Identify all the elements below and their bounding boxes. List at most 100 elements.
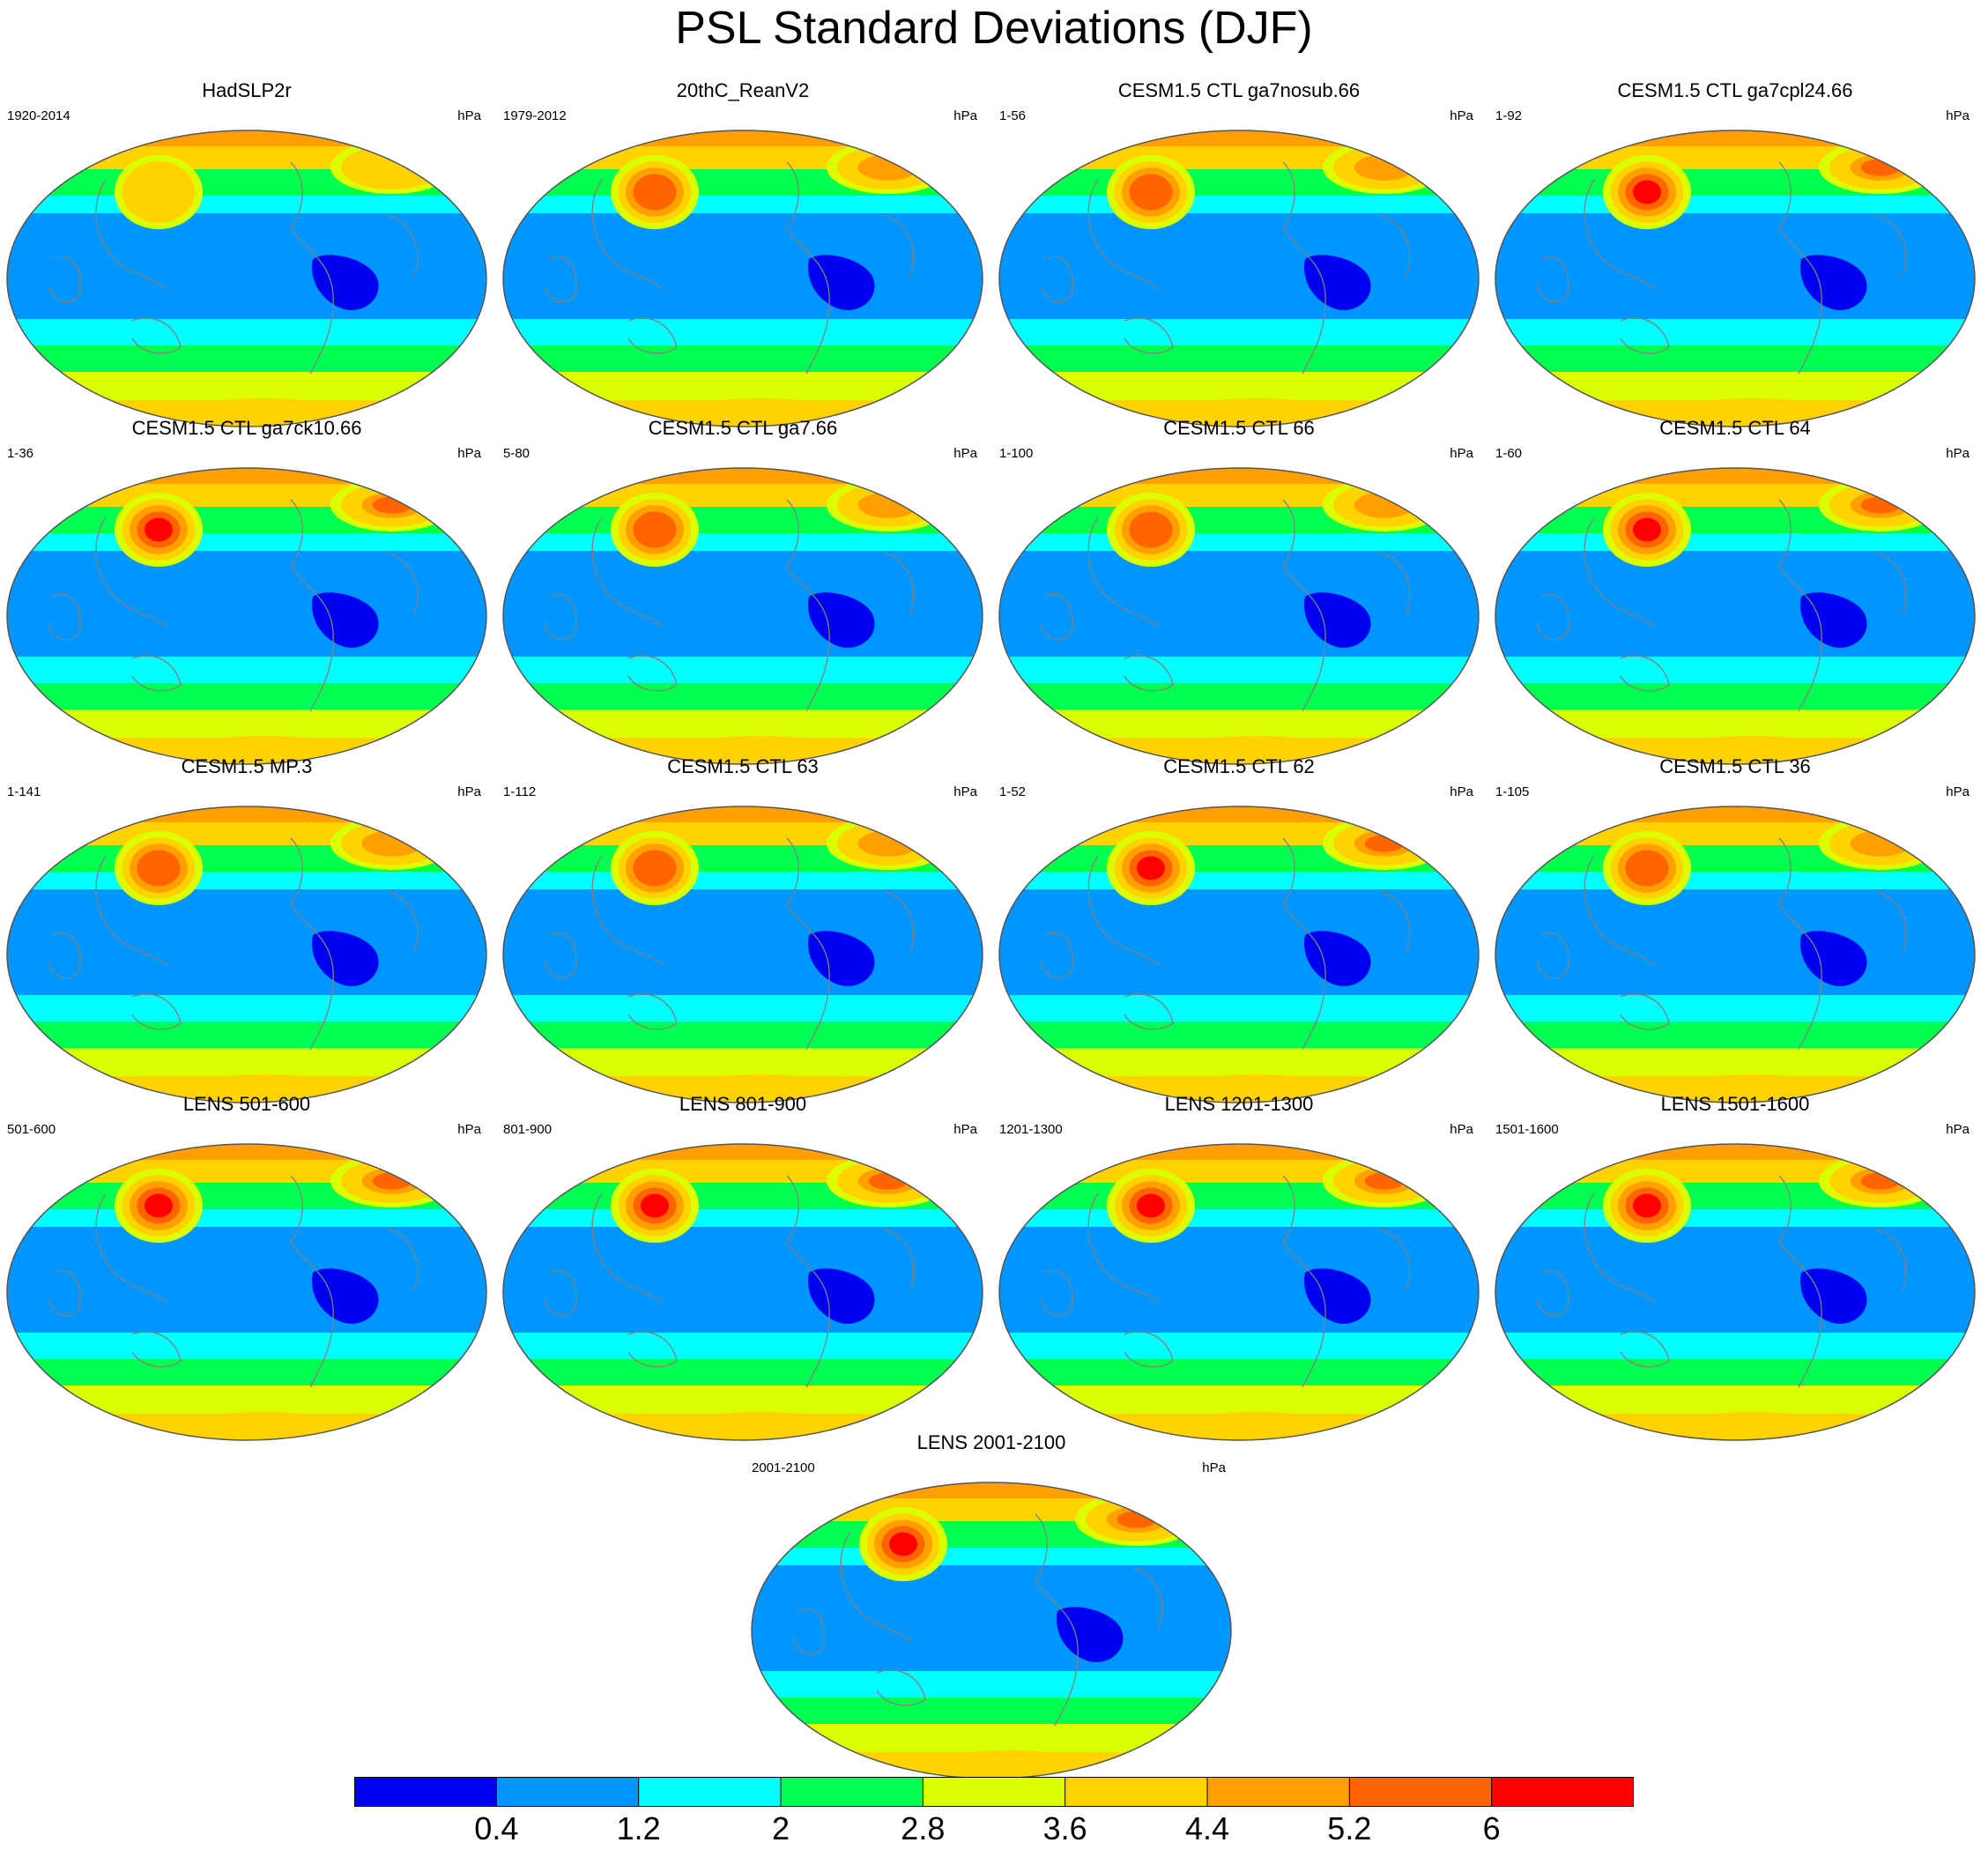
sd-band (503, 657, 983, 683)
coastlines (1536, 161, 1907, 375)
sd-band (752, 1698, 1231, 1724)
panel-period: 1-112 (503, 784, 537, 799)
coastline (786, 837, 830, 1051)
map-outline (1495, 1143, 1976, 1441)
coastline (1875, 1228, 1907, 1291)
colorbar-tick-label: 1.2 (616, 1810, 661, 1846)
panel-period: 1-36 (7, 446, 34, 461)
map-outline (1495, 806, 1976, 1103)
coastline (591, 1192, 664, 1304)
coastlines (1040, 837, 1411, 1051)
coastline (1584, 855, 1657, 967)
map-panel: CESM1.5 CTL 64 1-60 hPa (1488, 417, 1982, 769)
sd-band (1495, 551, 1975, 657)
sd-band (1495, 196, 1975, 213)
coastline (1536, 932, 1569, 979)
low-sd-region (1304, 255, 1371, 310)
low-sd-region (312, 255, 379, 310)
colorbar-swatch (638, 1777, 782, 1807)
coastline (387, 890, 419, 954)
coastline (1379, 890, 1411, 954)
coastline (786, 499, 830, 712)
map-outline (6, 467, 487, 765)
coastline (786, 161, 830, 375)
coastline (883, 214, 915, 278)
low-sd-region (312, 592, 379, 648)
coastline (95, 179, 168, 291)
map-panel: CESM1.5 CTL ga7.66 5-80 hPa (496, 417, 990, 769)
coastline (544, 1269, 577, 1317)
sd-band (999, 889, 1479, 995)
panel-units: hPa (457, 108, 481, 123)
coastline (1035, 1513, 1079, 1727)
colorbar-swatch (496, 1777, 640, 1807)
map-field (6, 1143, 487, 1441)
sd-band (1495, 683, 1975, 710)
sd-band (1495, 710, 1975, 738)
southern-ocean-contour (1177, 1412, 1336, 1437)
coastline (1282, 161, 1326, 375)
southern-ocean-contour (185, 1074, 344, 1099)
map-outline (998, 467, 1480, 765)
panel-title: LENS 501-600 (182, 1093, 311, 1115)
sd-band (503, 822, 983, 845)
colorbar-tick-label: 4.4 (1184, 1810, 1230, 1846)
pacific-maximum-contour (633, 850, 677, 887)
pacific-maximum-contour (1129, 174, 1173, 211)
map-outline (998, 130, 1480, 427)
map-field (502, 806, 983, 1103)
atlantic-maximum-contour (857, 154, 919, 181)
colorbar-tick-label: 0.4 (474, 1810, 519, 1846)
southern-ocean-contour (185, 398, 344, 423)
panel-title: CESM1.5 CTL 66 (1163, 417, 1315, 439)
sd-band (7, 533, 486, 551)
sd-band (999, 657, 1479, 683)
map-outline (6, 130, 487, 427)
map-panel: 20thC_ReanV2 1979-2012 hPa (496, 79, 990, 432)
panel-title: CESM1.5 CTL 63 (667, 755, 819, 777)
pacific-maximum-contour (1633, 180, 1661, 204)
sd-band (999, 372, 1479, 400)
sd-band (7, 1160, 486, 1183)
map-panel: LENS 1501-1600 1501-1600 hPa (1488, 1093, 1982, 1445)
coastline (387, 552, 419, 615)
map-panel: HadSLP2r 1920-2014 hPa (0, 79, 493, 432)
southern-ocean-contour (1673, 1074, 1832, 1099)
map-field (1495, 467, 1976, 765)
pacific-maximum-contour (633, 174, 677, 211)
map-outline (502, 1143, 983, 1441)
coastlines (1040, 499, 1411, 712)
panel-period: 1920-2014 (7, 108, 70, 123)
pacific-maximum-contour (137, 850, 181, 887)
colorbar-swatch (354, 1777, 497, 1807)
southern-ocean-contour (681, 1074, 840, 1099)
map-panel: LENS 2001-2100 2001-2100 hPa (745, 1431, 1238, 1784)
low-sd-region (1800, 592, 1867, 648)
coastline (290, 161, 334, 375)
coastline (1536, 1269, 1569, 1317)
panel-title: CESM1.5 CTL 62 (1163, 755, 1315, 777)
coastline (131, 655, 182, 692)
coastline (1379, 552, 1411, 615)
sd-band (999, 1160, 1479, 1183)
colorbar-border (354, 1777, 1634, 1807)
sd-band (7, 1227, 486, 1333)
sd-band (1495, 484, 1975, 507)
sd-band (1495, 1386, 1975, 1414)
figure-title: PSL Standard Deviations (DJF) (675, 3, 1313, 54)
coastline (1282, 1175, 1326, 1388)
map-field (6, 130, 487, 427)
pacific-maximum-contour (1633, 1193, 1661, 1218)
coastline (1131, 1566, 1163, 1630)
sd-band (999, 872, 1479, 889)
sd-band (503, 683, 983, 710)
colorbar-swatch (923, 1777, 1066, 1807)
sd-band (752, 1548, 1231, 1565)
sd-band (503, 1048, 983, 1076)
coastlines (48, 161, 419, 375)
sd-band (999, 1022, 1479, 1048)
atlantic-maximum-contour (361, 830, 423, 857)
coastlines (544, 1175, 915, 1388)
panel-title: CESM1.5 CTL ga7nosub.66 (1117, 79, 1361, 101)
panel-title: CESM1.5 CTL 36 (1659, 755, 1811, 777)
